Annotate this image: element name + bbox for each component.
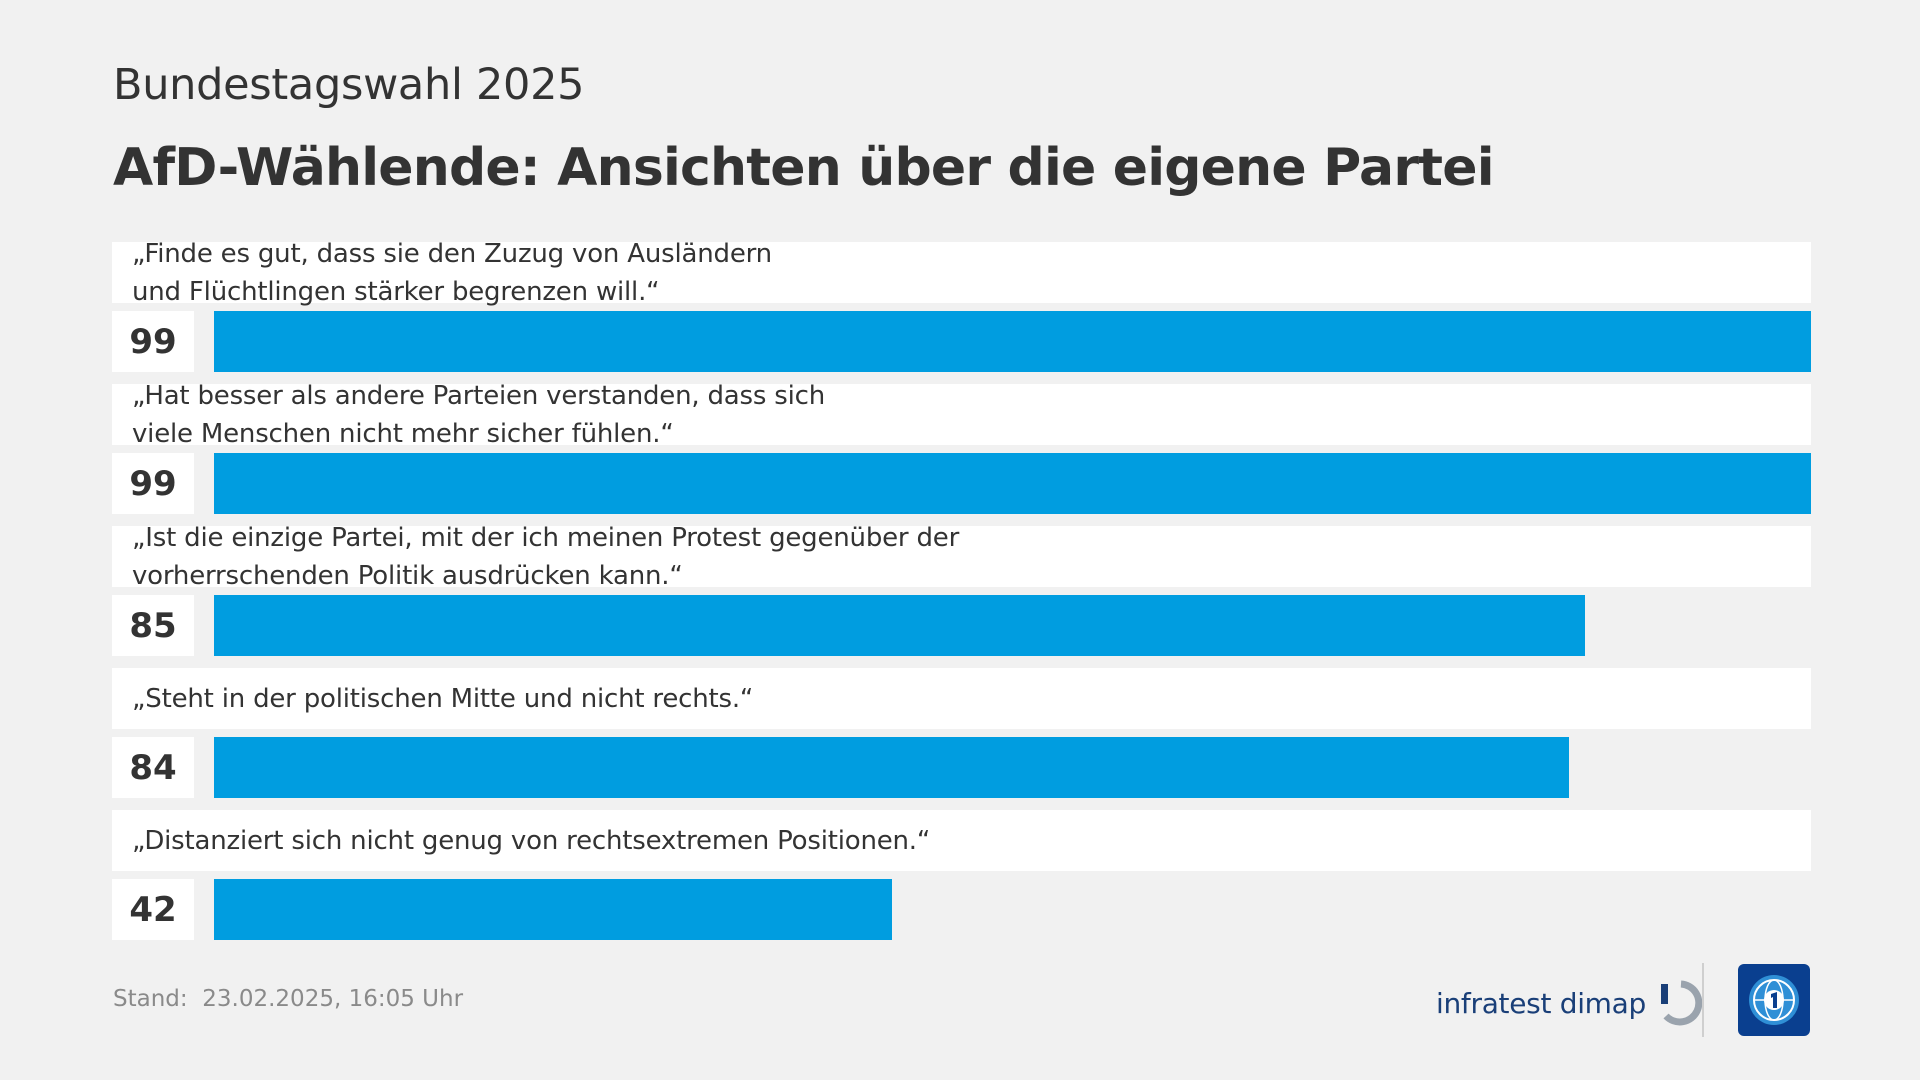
chart-item: „Hat besser als andere Parteien verstand… [112,384,1811,526]
source-label: infratest dimap [1436,987,1646,1020]
data-label: 84 [112,737,194,798]
data-label: 99 [112,311,194,372]
data-label: 99 [112,453,194,514]
category-label: „Ist die einzige Partei, mit der ich mei… [132,519,959,595]
chart-subtitle: Bundestagswahl 2025 [113,60,584,110]
data-label: 42 [112,879,194,940]
stand-label: Stand: [113,986,188,1012]
category-label: „Steht in der politischen Mitte und nich… [132,680,753,718]
category-label: „Finde es gut, dass sie den Zuzug von Au… [132,235,772,311]
bar [214,737,1569,798]
chart-item: „Distanziert sich nicht genug von rechts… [112,810,1811,952]
timestamp: Stand: 23.02.2025, 16:05 Uhr [113,986,463,1012]
data-label: 85 [112,595,194,656]
category-label-box: „Steht in der politischen Mitte und nich… [112,668,1811,729]
category-label: „Distanziert sich nicht genug von rechts… [132,822,930,860]
chart-item: „Steht in der politischen Mitte und nich… [112,668,1811,810]
bar [214,453,1811,514]
chart-item: „Finde es gut, dass sie den Zuzug von Au… [112,242,1811,384]
footer-divider [1702,963,1704,1037]
tagesschau-logo-icon [1738,964,1810,1036]
infratest-dimap-icon [1658,980,1704,1026]
category-label: „Hat besser als andere Parteien verstand… [132,377,825,453]
chart-title: AfD-Wählende: Ansichten über die eigene … [113,138,1494,198]
bar [214,595,1585,656]
category-label-box: „Finde es gut, dass sie den Zuzug von Au… [112,242,1811,303]
category-label-box: „Distanziert sich nicht genug von rechts… [112,810,1811,871]
category-label-box: „Ist die einzige Partei, mit der ich mei… [112,526,1811,587]
category-label-box: „Hat besser als andere Parteien verstand… [112,384,1811,445]
bar [214,311,1811,372]
bar [214,879,892,940]
infratest-dimap-logo: infratest dimap [1436,980,1704,1026]
stand-value: 23.02.2025, 16:05 Uhr [202,986,463,1012]
bar-chart: „Finde es gut, dass sie den Zuzug von Au… [112,242,1811,952]
chart-item: „Ist die einzige Partei, mit der ich mei… [112,526,1811,668]
